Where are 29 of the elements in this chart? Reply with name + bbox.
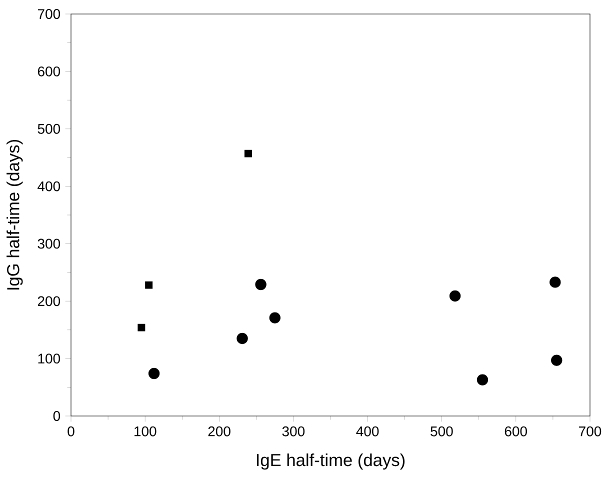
y-tick-label: 0 xyxy=(53,411,60,421)
point xyxy=(148,368,160,380)
point xyxy=(244,150,252,158)
y-tick-label: 400 xyxy=(38,181,60,192)
x-tick-label: 600 xyxy=(504,426,527,436)
x-tick-label: 700 xyxy=(579,426,602,436)
point xyxy=(551,354,562,366)
y-tick-label: 100 xyxy=(38,354,60,364)
point xyxy=(255,278,266,290)
point xyxy=(145,281,153,289)
x-tick-label: 500 xyxy=(430,426,453,436)
x-tick-label: 0 xyxy=(68,426,74,436)
point xyxy=(236,332,248,344)
point xyxy=(476,374,488,386)
y-tick-label: 300 xyxy=(38,238,60,249)
x-tick-label: 400 xyxy=(356,426,379,436)
point xyxy=(550,276,561,288)
x-tick-label: 200 xyxy=(208,426,230,436)
point xyxy=(138,324,146,332)
y-tick-label: 700 xyxy=(38,9,60,19)
point xyxy=(449,290,461,302)
y-tick-label: 600 xyxy=(38,66,60,76)
y-axis-title: IgG half-time (days) xyxy=(6,140,23,290)
x-tick-label: 100 xyxy=(134,426,156,436)
y-tick-label: 500 xyxy=(38,124,60,134)
y-tick-label: 200 xyxy=(38,296,60,306)
x-tick-label: 300 xyxy=(282,426,305,436)
point xyxy=(269,312,280,324)
x-axis-title: IgE half-time (days) xyxy=(256,453,405,470)
